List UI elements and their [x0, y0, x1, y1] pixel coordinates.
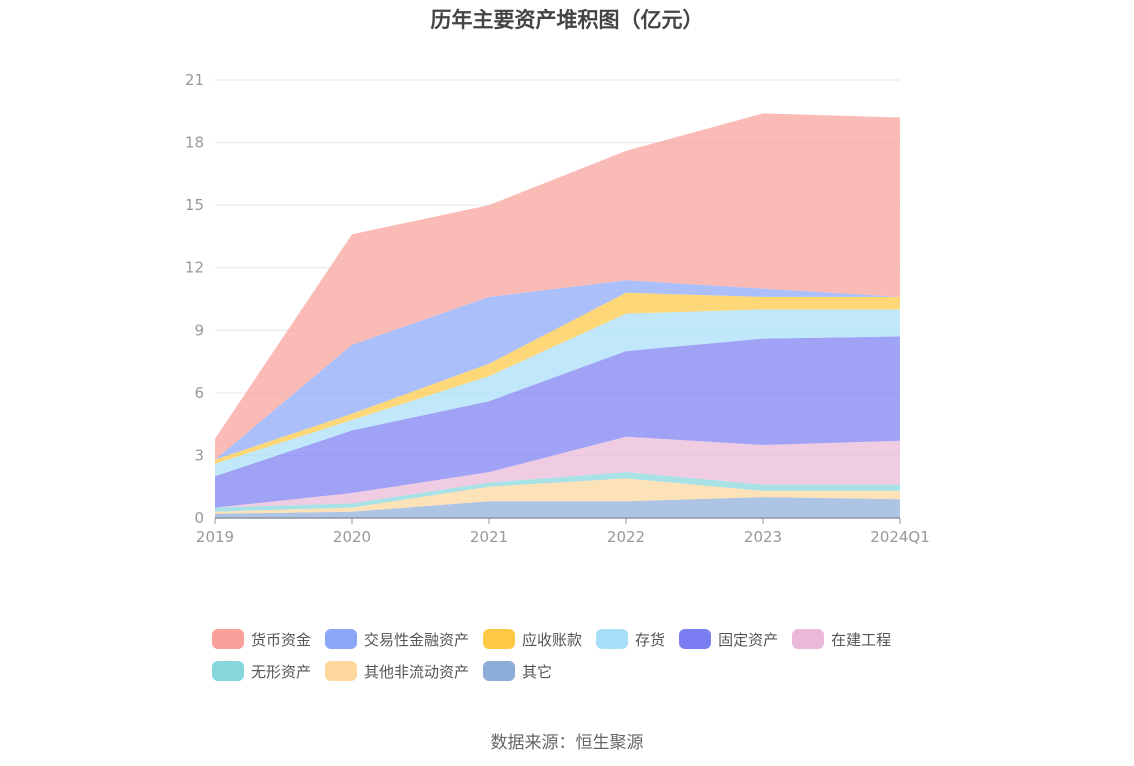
y-tick-label: 6: [194, 384, 204, 402]
legend-items: 货币资金 交易性金融资产 应收账款 存货 固定资产 在建工程无形资产 其他非流动资产 其它: [212, 628, 972, 692]
y-tick-label: 0: [194, 509, 204, 527]
legend-label: 存货: [635, 630, 666, 649]
y-tick-label: 21: [185, 71, 204, 89]
legend-label: 无形资产: [251, 662, 312, 681]
area-series-在建工程: [215, 436, 900, 508]
data-source-text: 数据来源：恒生聚源: [490, 733, 644, 753]
x-tick-label: 2020: [333, 528, 371, 546]
legend-item[interactable]: 在建工程: [792, 628, 891, 650]
y-tick-label: 3: [194, 446, 204, 464]
legend-item[interactable]: 应收账款: [483, 628, 582, 650]
area-series-存货: [215, 309, 900, 477]
legend-label: 应收账款: [522, 630, 583, 649]
legend-item[interactable]: 货币资金: [212, 628, 311, 650]
legend-label: 固定资产: [718, 630, 779, 649]
legend-label: 其它: [522, 662, 553, 681]
y-tick-label: 15: [185, 196, 204, 214]
y-tick-label: 9: [194, 321, 204, 339]
legend-label: 货币资金: [251, 630, 312, 649]
legend-item[interactable]: 其它: [483, 660, 552, 682]
legend-swatch: [596, 629, 629, 649]
legend-swatch: [483, 629, 516, 649]
area-series-无形资产: [215, 472, 900, 512]
legend-label: 交易性金融资产: [364, 630, 470, 649]
legend-swatch: [679, 629, 712, 649]
axes: 0 3 6 9 12 15 18 21 2019 2020 2021 2022 2023 2024Q1: [185, 71, 930, 546]
legend-swatch: [483, 661, 516, 681]
area-series-其他非流动资产: [215, 478, 900, 514]
area-series-货币资金: [215, 113, 900, 460]
legend-swatch: [325, 661, 358, 681]
x-tick-label: 2019: [196, 528, 234, 546]
legend-item[interactable]: 其他非流动资产: [325, 660, 469, 682]
legend-swatch: [792, 629, 825, 649]
x-tick-label: 2024Q1: [870, 528, 930, 546]
legend-label: 其他非流动资产: [364, 662, 470, 681]
x-tick-label: 2021: [470, 528, 508, 546]
legend-label: 在建工程: [831, 630, 892, 649]
area-series-交易性金融资产: [215, 280, 900, 460]
legend: 货币资金 交易性金融资产 应收账款 存货 固定资产 在建工程无形资产 其他非流动资产 其它: [212, 628, 972, 692]
x-tick-label: 2022: [607, 528, 645, 546]
area-series-group: [215, 113, 900, 518]
legend-item[interactable]: 无形资产: [212, 660, 311, 682]
legend-swatch: [212, 661, 244, 681]
stacked-area-chart: 0 3 6 9 12 15 18 21 2019 2020 2021 2022 2023 2024Q1: [185, 71, 930, 546]
legend-swatch: [212, 629, 244, 649]
legend-item[interactable]: 交易性金融资产: [325, 628, 469, 650]
chart-title: 历年主要资产堆积图（亿元）: [430, 8, 704, 32]
y-tick-label: 18: [185, 134, 204, 152]
area-series-固定资产: [215, 336, 900, 508]
area-series-其它: [215, 497, 900, 518]
x-tick-label: 2023: [744, 528, 782, 546]
legend-item[interactable]: 存货: [596, 628, 665, 650]
y-tick-label: 12: [185, 259, 204, 277]
legend-swatch: [325, 629, 358, 649]
legend-item[interactable]: 固定资产: [679, 628, 778, 650]
